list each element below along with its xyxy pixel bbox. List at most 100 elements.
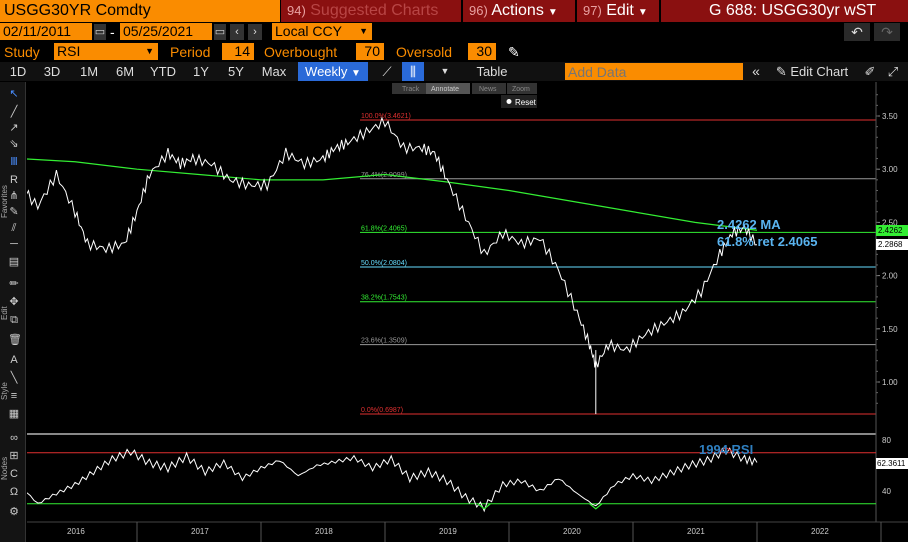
bar-chart-icon[interactable]: ⫼ — [402, 62, 424, 81]
period-6m[interactable]: 6M — [115, 64, 135, 79]
undo-icon[interactable]: ↶ — [844, 23, 870, 41]
settings-gear-icon[interactable]: ⚙ — [9, 506, 19, 518]
redo-icon[interactable]: ↷ — [874, 23, 900, 41]
actions-number: 96) — [469, 3, 488, 18]
rsi-line — [18, 447, 758, 513]
reset-icon — [506, 99, 512, 104]
rsi-oversold-segment — [589, 503, 603, 510]
node-icon[interactable]: ⊞ — [9, 450, 19, 462]
pen-icon[interactable]: ✎ — [9, 206, 19, 218]
add-data-input[interactable] — [565, 63, 743, 80]
expand-icon[interactable]: ⤢ — [887, 64, 899, 79]
chevron-right-icon[interactable]: › — [248, 24, 262, 40]
chevron-down-icon: ▼ — [145, 46, 154, 56]
pencil-icon[interactable]: ✎ — [508, 44, 520, 60]
rsi-annotation[interactable]: 1994 RSI — [699, 442, 753, 457]
study-select[interactable]: RSI ▼ — [54, 43, 158, 60]
track-button[interactable] — [392, 83, 438, 94]
retracement-annotation[interactable]: 61.8% ret 2.4065 — [717, 234, 817, 249]
end-date-field[interactable]: 05/25/2021 — [120, 23, 212, 40]
period-max[interactable]: Max — [261, 64, 287, 79]
time-x-axis: 2016 2017 2018 2019 2020 2021 2022 — [27, 521, 908, 542]
link-icon[interactable]: ∞ — [10, 432, 18, 444]
pitchfork-icon[interactable]: ⋔ — [9, 190, 19, 202]
collapse-icon[interactable]: « — [752, 63, 760, 79]
start-date-field[interactable]: 02/11/2011 — [0, 23, 92, 40]
news-label: News — [479, 86, 497, 93]
pencil-icon: ✎ — [775, 64, 787, 79]
edit-pencil-icon[interactable]: ✏ — [9, 278, 19, 290]
fib-level-label: 100.0%(3.4621) — [361, 113, 411, 120]
x-tick-label: 2020 — [563, 527, 581, 536]
calendar-icon[interactable]: ▭ — [94, 24, 106, 40]
rsi-pane: 80 40 — [18, 436, 891, 513]
track-label: Track — [402, 86, 420, 93]
fib-level-label: 0.0%(0.6987) — [361, 407, 403, 414]
ma-annotation[interactable]: 2.4262 MA — [717, 217, 781, 232]
suggested-charts-menu[interactable]: 94) Suggested Charts — [281, 0, 461, 22]
period-1m[interactable]: 1M — [79, 64, 99, 79]
magnet-icon[interactable]: Ω — [9, 486, 19, 498]
overbought-label: Overbought — [264, 44, 338, 60]
delete-icon[interactable]: 🗑 — [8, 334, 22, 346]
oversold-input[interactable]: 30 — [468, 43, 496, 60]
ray-tool-icon[interactable]: ↗ — [9, 122, 19, 134]
line-style-icon[interactable]: ╲ — [10, 372, 18, 384]
fill-icon[interactable]: ▦ — [8, 408, 20, 420]
period-1d[interactable]: 1D — [9, 64, 27, 79]
x-tick-label: 2018 — [315, 527, 333, 536]
edit-label: Edit — [606, 2, 634, 19]
period-1y[interactable]: 1Y — [193, 64, 209, 79]
news-button[interactable] — [472, 83, 506, 94]
chevron-left-icon[interactable]: ‹ — [230, 24, 244, 40]
fibonacci-icon[interactable]: Ⅲ — [10, 156, 18, 168]
edit-chart-button[interactable]: ✎ Edit Chart — [768, 62, 856, 81]
chart-type-dropdown-icon[interactable]: ▼ — [440, 66, 450, 76]
ticker-field[interactable]: USGG30YR Comdty — [0, 0, 280, 22]
move-icon[interactable]: ✥ — [9, 296, 19, 308]
zoom-label: Zoom — [512, 86, 530, 93]
frequency-select[interactable]: Weekly ▼ — [298, 62, 368, 81]
edit-menu[interactable]: 97) Edit ▼ — [577, 0, 659, 22]
suggested-charts-label: Suggested Charts — [310, 2, 439, 19]
font-icon[interactable]: A — [10, 354, 18, 366]
annotate-button[interactable] — [426, 83, 470, 94]
horizontal-line-icon[interactable]: ─ — [10, 238, 18, 250]
hatch-icon[interactable]: ▤ — [8, 256, 20, 268]
line-width-icon[interactable]: ≡ — [10, 390, 18, 402]
zoom-button[interactable] — [507, 83, 537, 94]
rsi-last-tag-label: 62.3611 — [877, 459, 906, 468]
last-price-tag — [876, 239, 908, 250]
period-ytd[interactable]: YTD — [150, 64, 176, 79]
reset-label: Reset — [515, 98, 537, 107]
table-button[interactable]: Table — [476, 64, 508, 79]
period-input[interactable]: 14 — [222, 43, 254, 60]
calendar-icon[interactable]: ▭ — [214, 24, 226, 40]
x-tick-label: 2022 — [811, 527, 829, 536]
edit-icon[interactable]: ✐ — [864, 64, 876, 79]
range-separator: - — [110, 24, 115, 40]
channel-icon[interactable]: ⫽ — [11, 222, 17, 234]
y-tick-label: 3.00 — [882, 165, 898, 174]
period-5y[interactable]: 5Y — [228, 64, 244, 79]
copy-icon[interactable]: ⧉ — [10, 314, 18, 326]
cursor-mode-icon[interactable]: C — [10, 468, 18, 480]
drawing-toolbar: ↖ ╱ ↗ ⇘ Ⅲ R ⋔ ✎ ⫽ ─ ▤ ✏ ✥ ⧉ 🗑 A ╲ ≡ ▦ ∞ … — [0, 82, 26, 542]
reset-button[interactable] — [501, 95, 537, 108]
y-tick-label: 1.00 — [882, 378, 898, 387]
cursor-icon[interactable]: ↖ — [9, 88, 19, 100]
line-chart-icon[interactable]: ⟋ — [382, 64, 392, 79]
overbought-input[interactable]: 70 — [356, 43, 384, 60]
x-tick-label: 2021 — [687, 527, 705, 536]
chart-svg[interactable]: 100.0%(3.4621) 76.4%(2.9099) 61.8%(2.4065)… — [18, 82, 908, 542]
currency-select[interactable]: Local CCY ▼ — [272, 23, 372, 40]
arrow-tool-icon[interactable]: ⇘ — [9, 138, 19, 150]
last-price-tag-label: 2.2868 — [878, 240, 903, 249]
y-tick-label: 2.00 — [882, 272, 898, 281]
period-3d[interactable]: 3D — [43, 64, 61, 79]
suggested-charts-number: 94) — [287, 3, 306, 18]
x-tick-label: 2016 — [67, 527, 85, 536]
line-tool-icon[interactable]: ╱ — [10, 106, 18, 118]
retracement-icon[interactable]: R — [10, 174, 18, 186]
actions-menu[interactable]: 96) Actions ▼ — [463, 0, 575, 22]
